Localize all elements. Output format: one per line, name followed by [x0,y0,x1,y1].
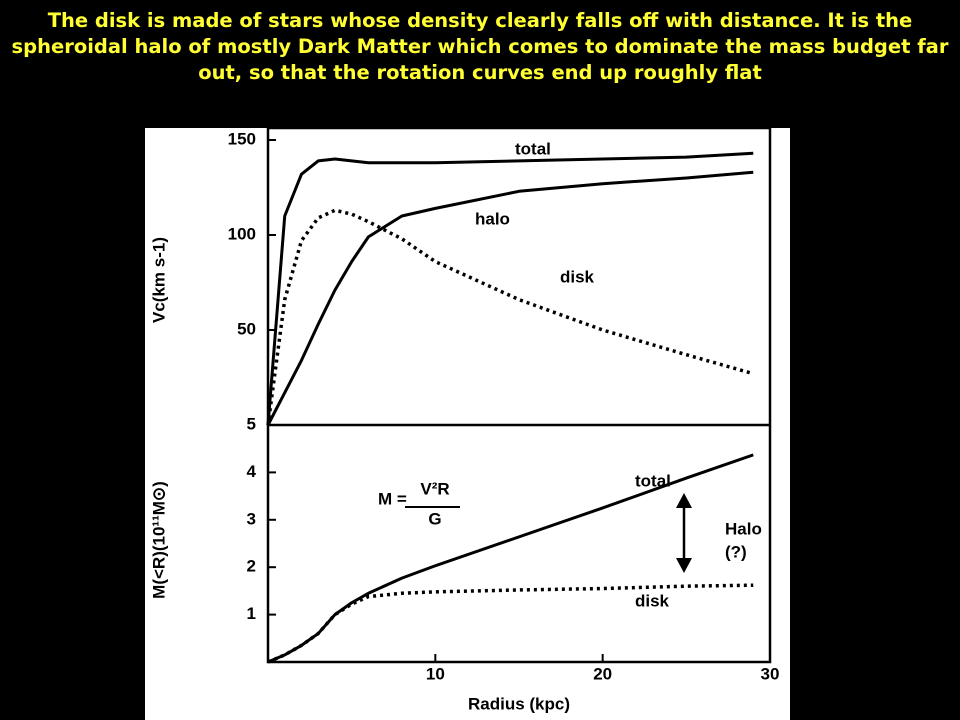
series-line [266,170,754,426]
caption: The disk is made of stars whose density … [11,9,949,84]
series-line [266,151,754,426]
y-tick-label: 150 [228,129,256,148]
annotation: M = [378,489,407,508]
y-tick-label: 100 [228,224,256,243]
y-tick-label: 3 [247,509,256,528]
y-tick-label: 5 [247,414,256,433]
annotation: (?) [725,542,747,561]
x-tick-label: 30 [761,664,780,683]
y-tick-label: 1 [247,604,256,623]
y-axis-label: Vc(km s-1) [149,237,168,323]
y-axis-label: M(<R)(10¹¹M⊙) [149,481,168,599]
y-tick-label: 4 [247,462,257,481]
y-tick-label: 2 [247,557,256,576]
annotation: disk [560,267,595,286]
annotation: G [428,509,441,528]
annotation: total [635,471,671,490]
frame [266,126,772,664]
annotation: Halo [725,519,762,538]
series-line [267,583,754,664]
y-tick-label: 50 [237,319,256,338]
annotation: halo [475,209,510,228]
annotation: V²R [420,479,449,498]
x-axis-label: Radius (kpc) [468,694,570,713]
annotation: disk [635,591,670,610]
annotation: total [515,139,551,158]
x-tick-label: 20 [593,664,612,683]
x-tick-label: 10 [426,664,445,683]
